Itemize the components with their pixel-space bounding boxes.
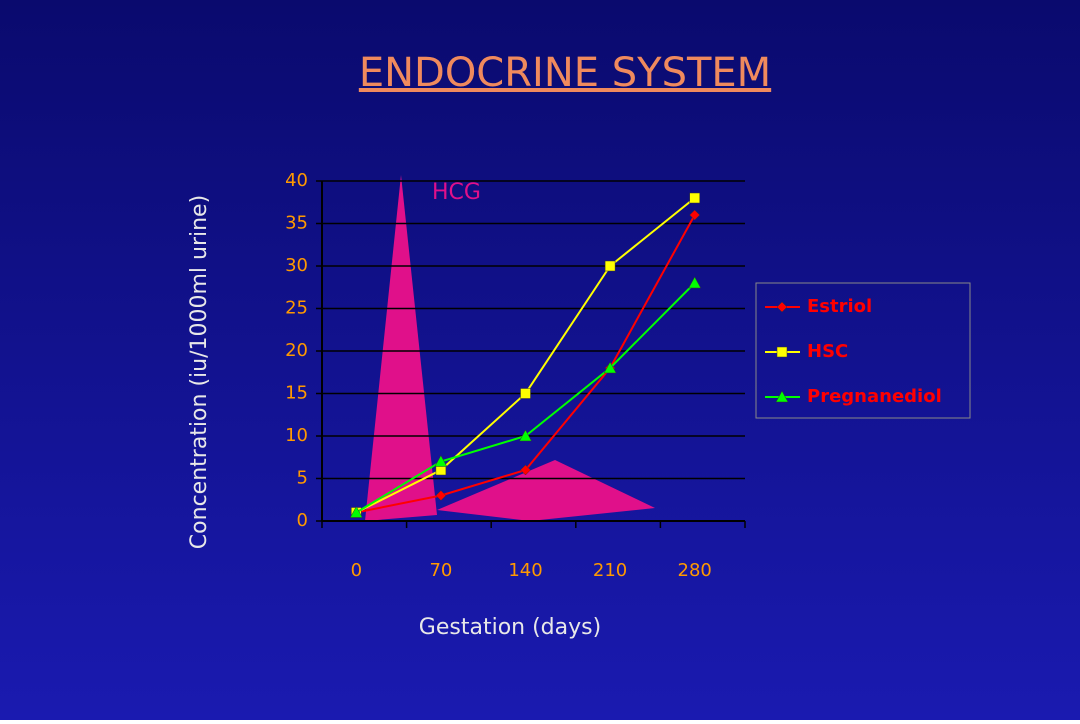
data-point bbox=[435, 490, 447, 501]
data-point bbox=[689, 209, 701, 221]
y-tick-label: 40 bbox=[285, 170, 308, 191]
x-tick-label: 70 bbox=[429, 560, 452, 581]
x-tick-label: 280 bbox=[678, 560, 712, 581]
x-tick-label: 0 bbox=[351, 560, 362, 581]
legend-marker bbox=[776, 346, 788, 358]
y-tick-label: 15 bbox=[285, 383, 308, 404]
y-tick-label: 0 bbox=[297, 510, 308, 531]
legend-label: HSC bbox=[807, 341, 848, 362]
hcg-shape bbox=[365, 175, 437, 521]
data-point bbox=[349, 505, 363, 518]
y-tick-label: 30 bbox=[285, 255, 308, 276]
y-tick-label: 35 bbox=[285, 213, 308, 234]
data-point bbox=[688, 276, 702, 289]
slide-title: ENDOCRINE SYSTEM bbox=[359, 50, 771, 96]
annotation: HCG bbox=[432, 180, 481, 205]
data-point bbox=[520, 388, 531, 399]
data-point bbox=[604, 260, 616, 272]
legend-label: Pregnanediol bbox=[807, 386, 942, 407]
data-point bbox=[520, 464, 531, 476]
hcg-shape bbox=[437, 460, 655, 521]
x-tick-label: 140 bbox=[508, 560, 542, 581]
y-tick-label: 25 bbox=[285, 298, 308, 319]
data-point bbox=[434, 454, 448, 467]
x-tick-label: 210 bbox=[593, 560, 627, 581]
x-axis-title: Gestation (days) bbox=[419, 615, 601, 640]
legend-box bbox=[755, 282, 971, 419]
legend-marker bbox=[776, 301, 788, 313]
y-tick-label: 20 bbox=[285, 340, 308, 361]
y-axis-title: Concentration (iu/1000ml urine) bbox=[187, 195, 212, 549]
legend-label: Estriol bbox=[807, 296, 872, 317]
data-point bbox=[689, 192, 700, 204]
data-point bbox=[603, 361, 617, 374]
data-point bbox=[519, 429, 532, 442]
y-tick-label: 5 bbox=[297, 468, 308, 489]
y-tick-label: 10 bbox=[285, 425, 308, 446]
legend-marker bbox=[775, 390, 789, 403]
